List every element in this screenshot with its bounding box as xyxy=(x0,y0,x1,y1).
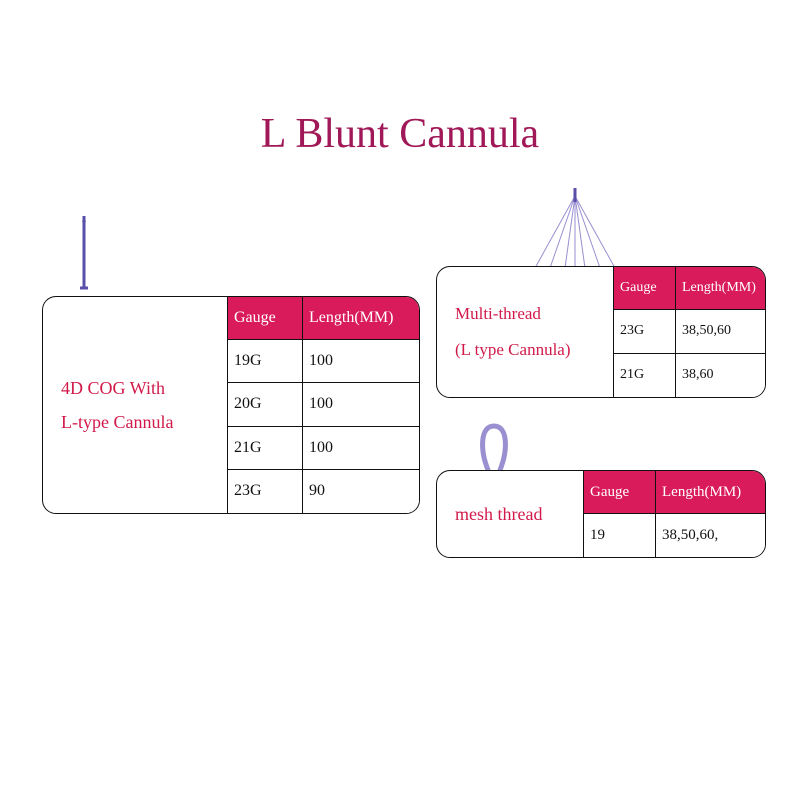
card-mesh-thread-grid: Gauge Length(MM) 19 38,50,60, xyxy=(583,471,765,557)
mesh-loop-icon xyxy=(476,420,520,474)
table-cell: 19 xyxy=(583,514,655,557)
table-cell: 100 xyxy=(302,340,419,383)
card-multi-thread: Multi-thread (L type Cannula) Gauge Leng… xyxy=(436,266,766,398)
table-cell: 23G xyxy=(227,470,302,513)
card-mesh-thread: mesh thread Gauge Length(MM) 19 38,50,60… xyxy=(436,470,766,558)
table-cell: 38,50,60 xyxy=(675,310,765,353)
table-cell: 90 xyxy=(302,470,419,513)
table-cell: 20G xyxy=(227,383,302,426)
col-header-length: Length(MM) xyxy=(655,471,765,514)
label-line: mesh thread xyxy=(455,497,542,531)
label-line: (L type Cannula) xyxy=(455,332,571,368)
card-4d-cog-grid: Gauge Length(MM) 19G 100 20G 100 21G 100… xyxy=(227,297,419,513)
needle-icon xyxy=(70,216,110,302)
col-header-length: Length(MM) xyxy=(675,267,765,310)
col-header-length: Length(MM) xyxy=(302,297,419,340)
col-header-gauge: Gauge xyxy=(613,267,675,310)
table-cell: 21G xyxy=(227,427,302,470)
label-line: L-type Cannula xyxy=(61,405,173,439)
table-cell: 100 xyxy=(302,427,419,470)
table-cell: 19G xyxy=(227,340,302,383)
table-cell: 21G xyxy=(613,354,675,397)
card-multi-thread-grid: Gauge Length(MM) 23G 38,50,60 21G 38,60 xyxy=(613,267,765,397)
label-line: 4D COG With xyxy=(61,371,165,405)
card-4d-cog-label: 4D COG With L-type Cannula xyxy=(43,297,227,513)
table-cell: 38,50,60, xyxy=(655,514,765,557)
label-line: Multi-thread xyxy=(455,296,541,332)
table-cell: 38,60 xyxy=(675,354,765,397)
multithread-icon xyxy=(530,188,620,270)
table-cell: 100 xyxy=(302,383,419,426)
table-cell: 23G xyxy=(613,310,675,353)
card-multi-thread-label: Multi-thread (L type Cannula) xyxy=(437,267,613,397)
col-header-gauge: Gauge xyxy=(583,471,655,514)
page-title: L Blunt Cannula xyxy=(0,110,800,158)
card-mesh-thread-label: mesh thread xyxy=(437,471,583,557)
card-4d-cog: 4D COG With L-type Cannula Gauge Length(… xyxy=(42,296,420,514)
col-header-gauge: Gauge xyxy=(227,297,302,340)
